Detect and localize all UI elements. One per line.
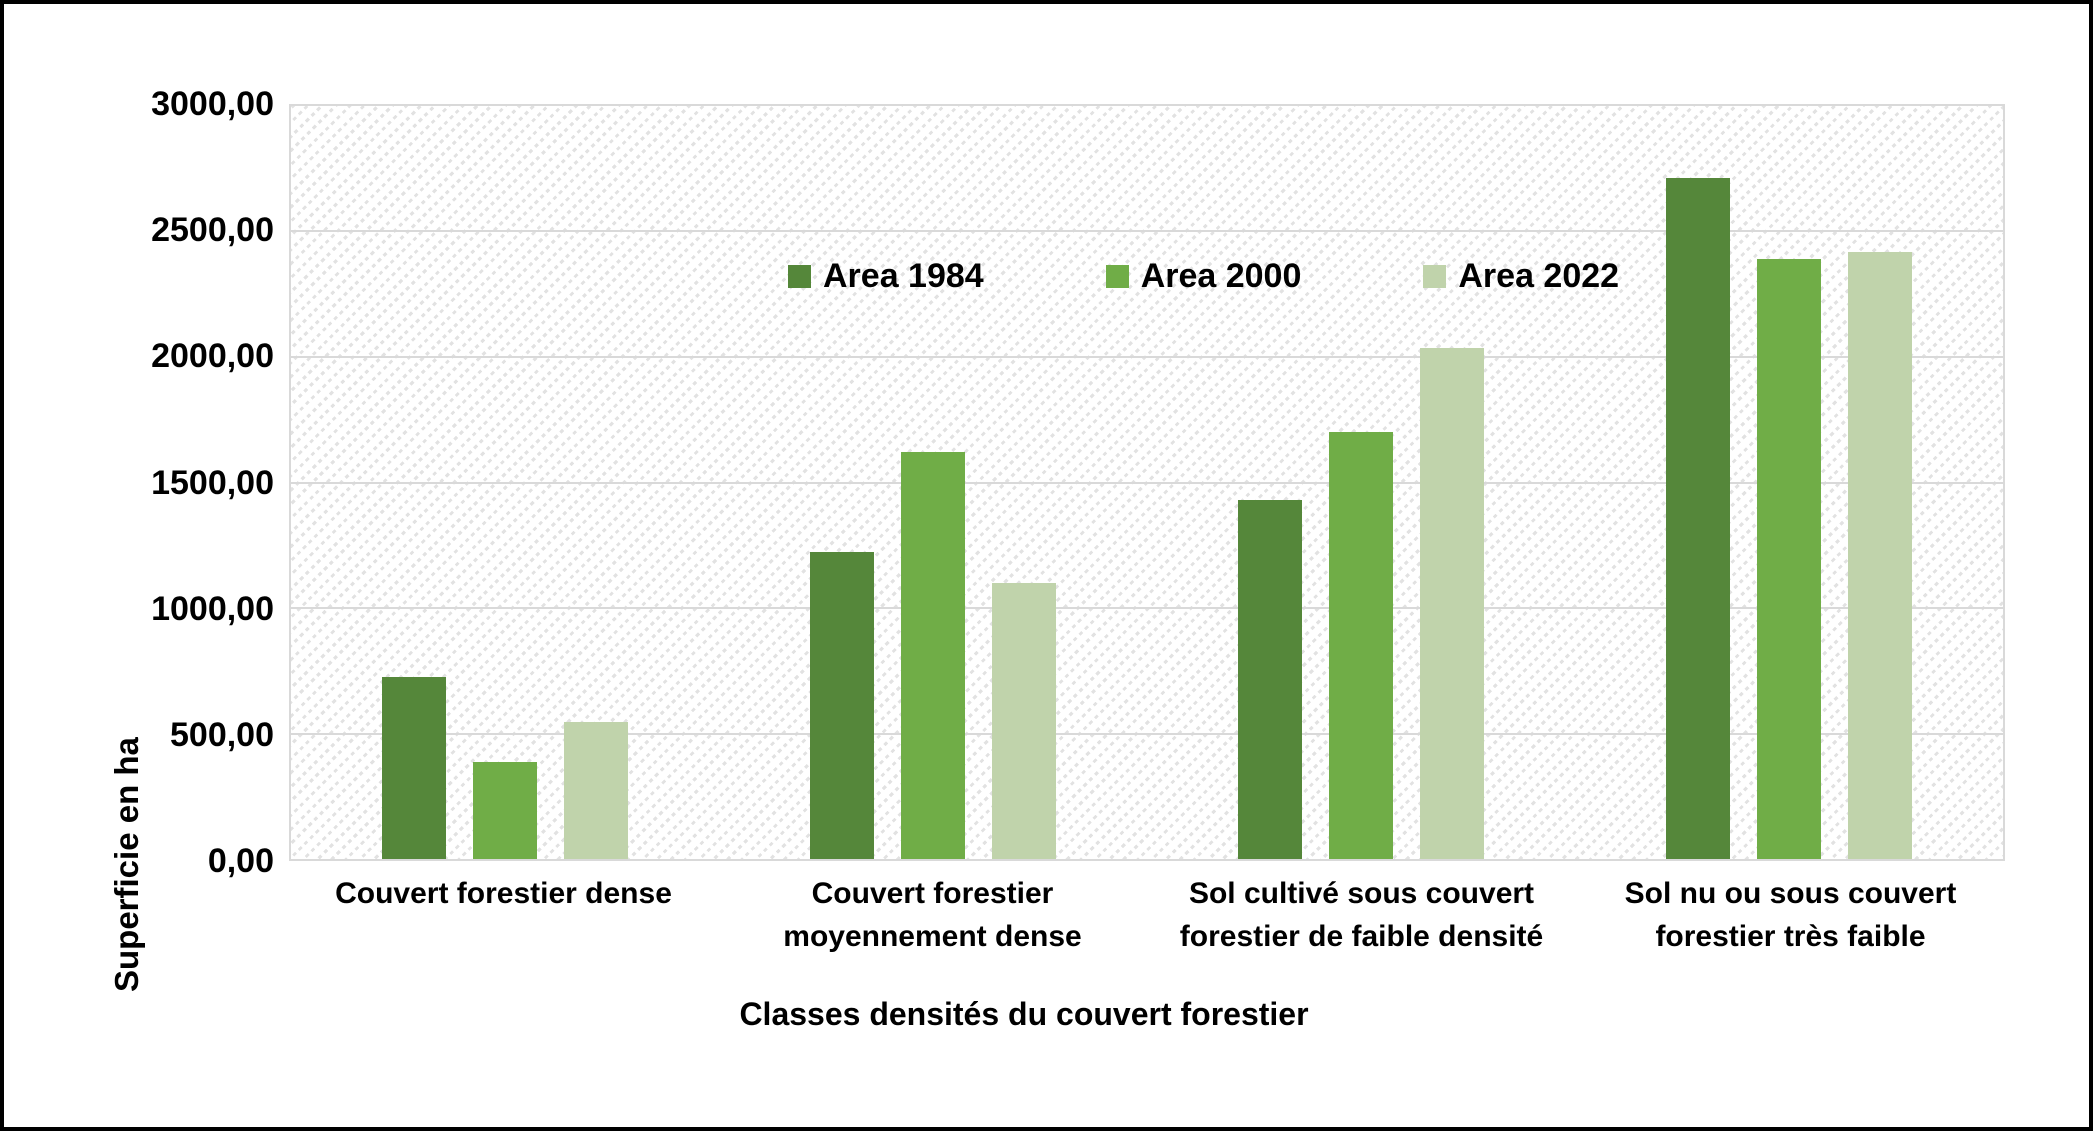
gridline bbox=[291, 481, 2003, 484]
x-category-label: Couvert forestier dense bbox=[335, 877, 672, 910]
bar-area-1984 bbox=[1238, 500, 1302, 859]
y-axis-title: Superficie en ha bbox=[108, 737, 145, 992]
bar-area-2022 bbox=[1420, 348, 1484, 859]
legend-swatch-icon bbox=[788, 264, 811, 288]
legend-item: Area 2000 bbox=[1105, 257, 1302, 295]
bar-area-1984 bbox=[1666, 177, 1730, 859]
plot-area: Area 1984 Area 2000 Area 2022 bbox=[289, 104, 2005, 861]
legend-swatch-icon bbox=[1423, 264, 1447, 288]
x-category-label: Couvert forestier moyennement dense bbox=[783, 877, 1082, 953]
gridline bbox=[291, 606, 2003, 609]
legend-item: Area 1984 bbox=[788, 259, 984, 293]
bar-area-2000 bbox=[901, 452, 965, 859]
bar-area-2000 bbox=[473, 762, 537, 859]
bar-area-2000 bbox=[1329, 432, 1393, 859]
y-tick-label: 3000,00 bbox=[151, 85, 274, 123]
bar-group bbox=[291, 106, 719, 859]
x-category-label: Sol cultivé sous couvert forestier de fa… bbox=[1179, 877, 1544, 953]
legend-swatch-icon bbox=[1105, 264, 1129, 288]
bar-area-2022 bbox=[992, 582, 1056, 859]
bar-area-2022 bbox=[1848, 251, 1912, 859]
y-tick-label: 500,00 bbox=[170, 715, 274, 754]
bar-group bbox=[1147, 106, 1575, 859]
legend-item: Area 2022 bbox=[1423, 259, 1619, 293]
legend: Area 1984 Area 2000 Area 2022 bbox=[788, 259, 1619, 293]
y-tick-label: 2000,00 bbox=[151, 337, 274, 376]
x-axis-category-labels: Couvert forestier dense Couvert forestier… bbox=[289, 872, 2005, 958]
gridline bbox=[291, 355, 2003, 358]
y-tick-label: 1500,00 bbox=[151, 463, 274, 502]
bar-group bbox=[719, 106, 1147, 859]
bar-area-2022 bbox=[564, 722, 628, 859]
x-category-label: Sol nu ou sous couvert forestier très fa… bbox=[1624, 877, 1957, 953]
y-axis-tick-labels: 3000,00 2500,00 2000,00 1500,00 1000,00 500,0… bbox=[4, 87, 274, 878]
bar-area-1984 bbox=[382, 677, 446, 859]
y-tick-label: 0,00 bbox=[207, 842, 274, 880]
gridline bbox=[291, 732, 2003, 735]
y-tick-label: 1000,00 bbox=[151, 589, 274, 628]
bar-group bbox=[1575, 106, 2003, 859]
legend-label: Area 1984 bbox=[823, 257, 984, 295]
bar-groups bbox=[291, 106, 2003, 859]
legend-label: Area 2022 bbox=[1458, 257, 1620, 295]
gridline bbox=[291, 230, 2003, 233]
y-tick-label: 2500,00 bbox=[151, 211, 274, 250]
legend-label: Area 2000 bbox=[1140, 257, 1302, 295]
bar-area-2000 bbox=[1757, 259, 1821, 859]
x-axis-title: Classes densités du couvert forestier bbox=[739, 996, 1309, 1032]
bar-area-1984 bbox=[810, 551, 874, 859]
